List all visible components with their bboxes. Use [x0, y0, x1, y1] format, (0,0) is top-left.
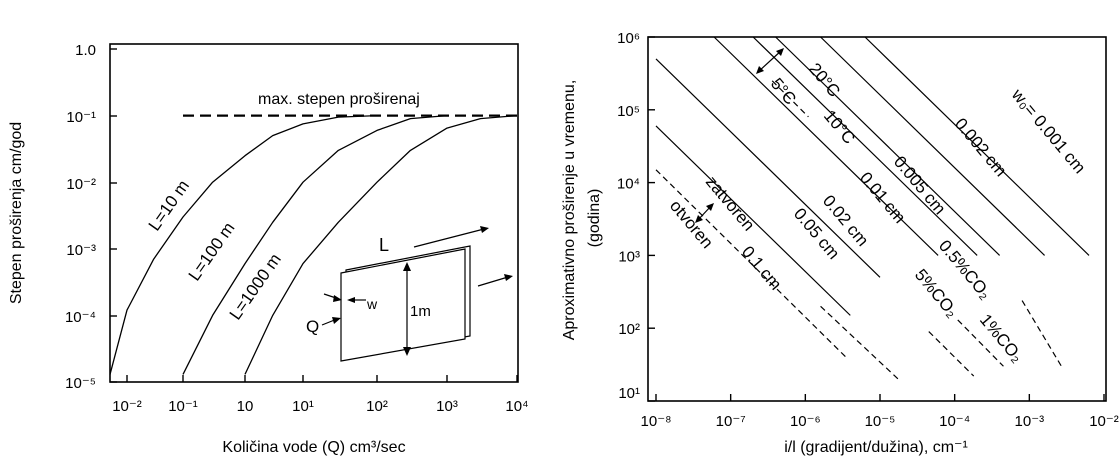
- right-series-line-1: [820, 36, 1045, 256]
- right-series-line-11: [1021, 300, 1064, 369]
- fracture-inset: 1m L w Q: [306, 226, 513, 362]
- label-otvoren: otvoren: [666, 196, 717, 252]
- right-y-tick-label: 10³: [618, 248, 640, 265]
- left-y-tick-label: 10⁻³: [66, 242, 96, 259]
- left-series-line-0: [109, 114, 378, 375]
- inset-l-arrow: [413, 228, 485, 248]
- label-co2-1: 1%CO₂: [976, 310, 1027, 366]
- right-x-tick-label: 10⁻³: [1015, 413, 1045, 430]
- left-plot-frame: [109, 43, 519, 383]
- right-y-tick-label: 10⁶: [617, 30, 640, 47]
- label-w1: 0.1 cm: [738, 242, 785, 293]
- inset-l-arrowhead: [480, 226, 489, 233]
- inset-q-label: Q: [306, 317, 319, 336]
- left-x-axis-title: Količina vode (Q) cm³/sec: [222, 439, 405, 456]
- left-x-tick-label: 10²: [366, 398, 388, 415]
- left-y-axis-title: Stepen proširenja cm/god: [8, 122, 25, 304]
- max-line-label: max. stepen proširenaj: [258, 91, 420, 108]
- right-chart: 10⁻⁸ 10⁻⁷ 10⁻⁶ 10⁻⁵ 10⁻⁴ 10⁻³ 10⁻² 10⁶ 10⁵ 10⁴ 10³…: [561, 30, 1119, 456]
- inset-height-arrow-bottom: [403, 347, 411, 356]
- left-y-tick-label: 10⁻¹: [66, 109, 96, 126]
- right-y-tick-label: 10¹: [618, 385, 640, 402]
- right-y-tick-label: 10⁵: [617, 103, 640, 120]
- left-x-tick-label: 10³: [436, 398, 458, 415]
- label-co2-5: 5%CO₂: [911, 265, 962, 321]
- series-label-l10: L=10 m: [145, 177, 193, 235]
- right-series-line-6: [655, 125, 851, 316]
- right-series-line-9: [928, 331, 975, 377]
- right-plot-frame: [647, 36, 1107, 402]
- temp-arrowhead-a: [756, 66, 764, 74]
- left-x-tick-label: 10⁻¹: [168, 398, 198, 415]
- right-series-line-8: [820, 305, 899, 380]
- right-series-line-2: [775, 36, 1001, 256]
- right-series-line-5: [655, 58, 881, 278]
- label-w002: 0.002 cm: [951, 114, 1011, 180]
- temp-arrow: [757, 49, 783, 73]
- inset-out-arrow: [477, 276, 509, 287]
- label-w001: w₀= 0.001 cm: [1007, 85, 1089, 178]
- inset-q-arrowhead: [332, 317, 341, 324]
- open-closed-arrowhead-a: [695, 215, 703, 223]
- label-zatvoren: zatvoren: [702, 172, 758, 234]
- right-x-tick-label: 10⁻⁶: [790, 413, 821, 430]
- left-chart: 10⁻² 10⁻¹ 10 10¹ 10² 10³ 10⁴ 1.0 10⁻¹ 10⁻² 10⁻³ 10⁻…: [8, 42, 529, 456]
- right-series-line-0: [864, 36, 1090, 256]
- right-series-line-4: [713, 36, 939, 256]
- left-x-tick-label: 10¹: [292, 398, 314, 415]
- inset-w-arrowhead-right: [347, 297, 355, 303]
- label-20c: 20°C: [805, 59, 844, 100]
- right-x-tick-label: 10⁻⁵: [865, 413, 896, 430]
- right-series-line-7: [655, 169, 847, 358]
- right-y-tick-label: 10⁴: [617, 176, 640, 193]
- temp-arrowhead-b: [776, 48, 784, 56]
- inset-out-arrowhead: [504, 274, 513, 281]
- left-y-tick-label: 10⁻⁵: [65, 375, 96, 392]
- right-series-line-12: [771, 80, 809, 118]
- right-y-tick-label: 10²: [618, 321, 640, 338]
- right-x-axis-title: i/l (gradijent/dužina), cm⁻¹: [784, 439, 968, 456]
- right-series-line-10: [957, 319, 1004, 367]
- left-x-tick-label: 10⁻²: [112, 398, 142, 415]
- left-series-line-1: [182, 114, 448, 375]
- series-label-l1000: L=1000 m: [226, 250, 285, 323]
- series-label-l100: L=100 m: [185, 219, 239, 284]
- left-x-tick-label: 10⁴: [505, 398, 528, 415]
- inset-w-label: w: [366, 296, 378, 312]
- inset-l-label: L: [379, 235, 389, 255]
- left-y-tick-label: 10⁻²: [66, 176, 96, 193]
- right-y-axis-title-2: (godina): [586, 189, 603, 248]
- right-series-line-3: [752, 36, 978, 256]
- open-closed-arrowhead-b: [706, 203, 714, 211]
- left-y-tick-label: 10⁻⁴: [65, 309, 96, 326]
- left-y-tick-label: 1.0: [75, 42, 96, 59]
- inset-plate-front: [340, 248, 466, 362]
- right-y-axis-title-1: Aproximativno proširenje u vremenu,: [561, 80, 578, 341]
- right-x-tick-label: 10⁻⁸: [641, 413, 672, 430]
- right-x-tick-label: 10⁻⁷: [716, 413, 746, 430]
- left-x-tick-label: 10: [237, 398, 254, 415]
- inset-w-arrowhead-left: [333, 295, 342, 302]
- inset-height-arrow-top: [403, 262, 411, 271]
- right-x-tick-label: 10⁻⁴: [939, 413, 970, 430]
- right-x-tick-label: 10⁻²: [1089, 413, 1119, 430]
- inset-height-label: 1m: [410, 303, 431, 320]
- left-series-line-2: [244, 114, 518, 375]
